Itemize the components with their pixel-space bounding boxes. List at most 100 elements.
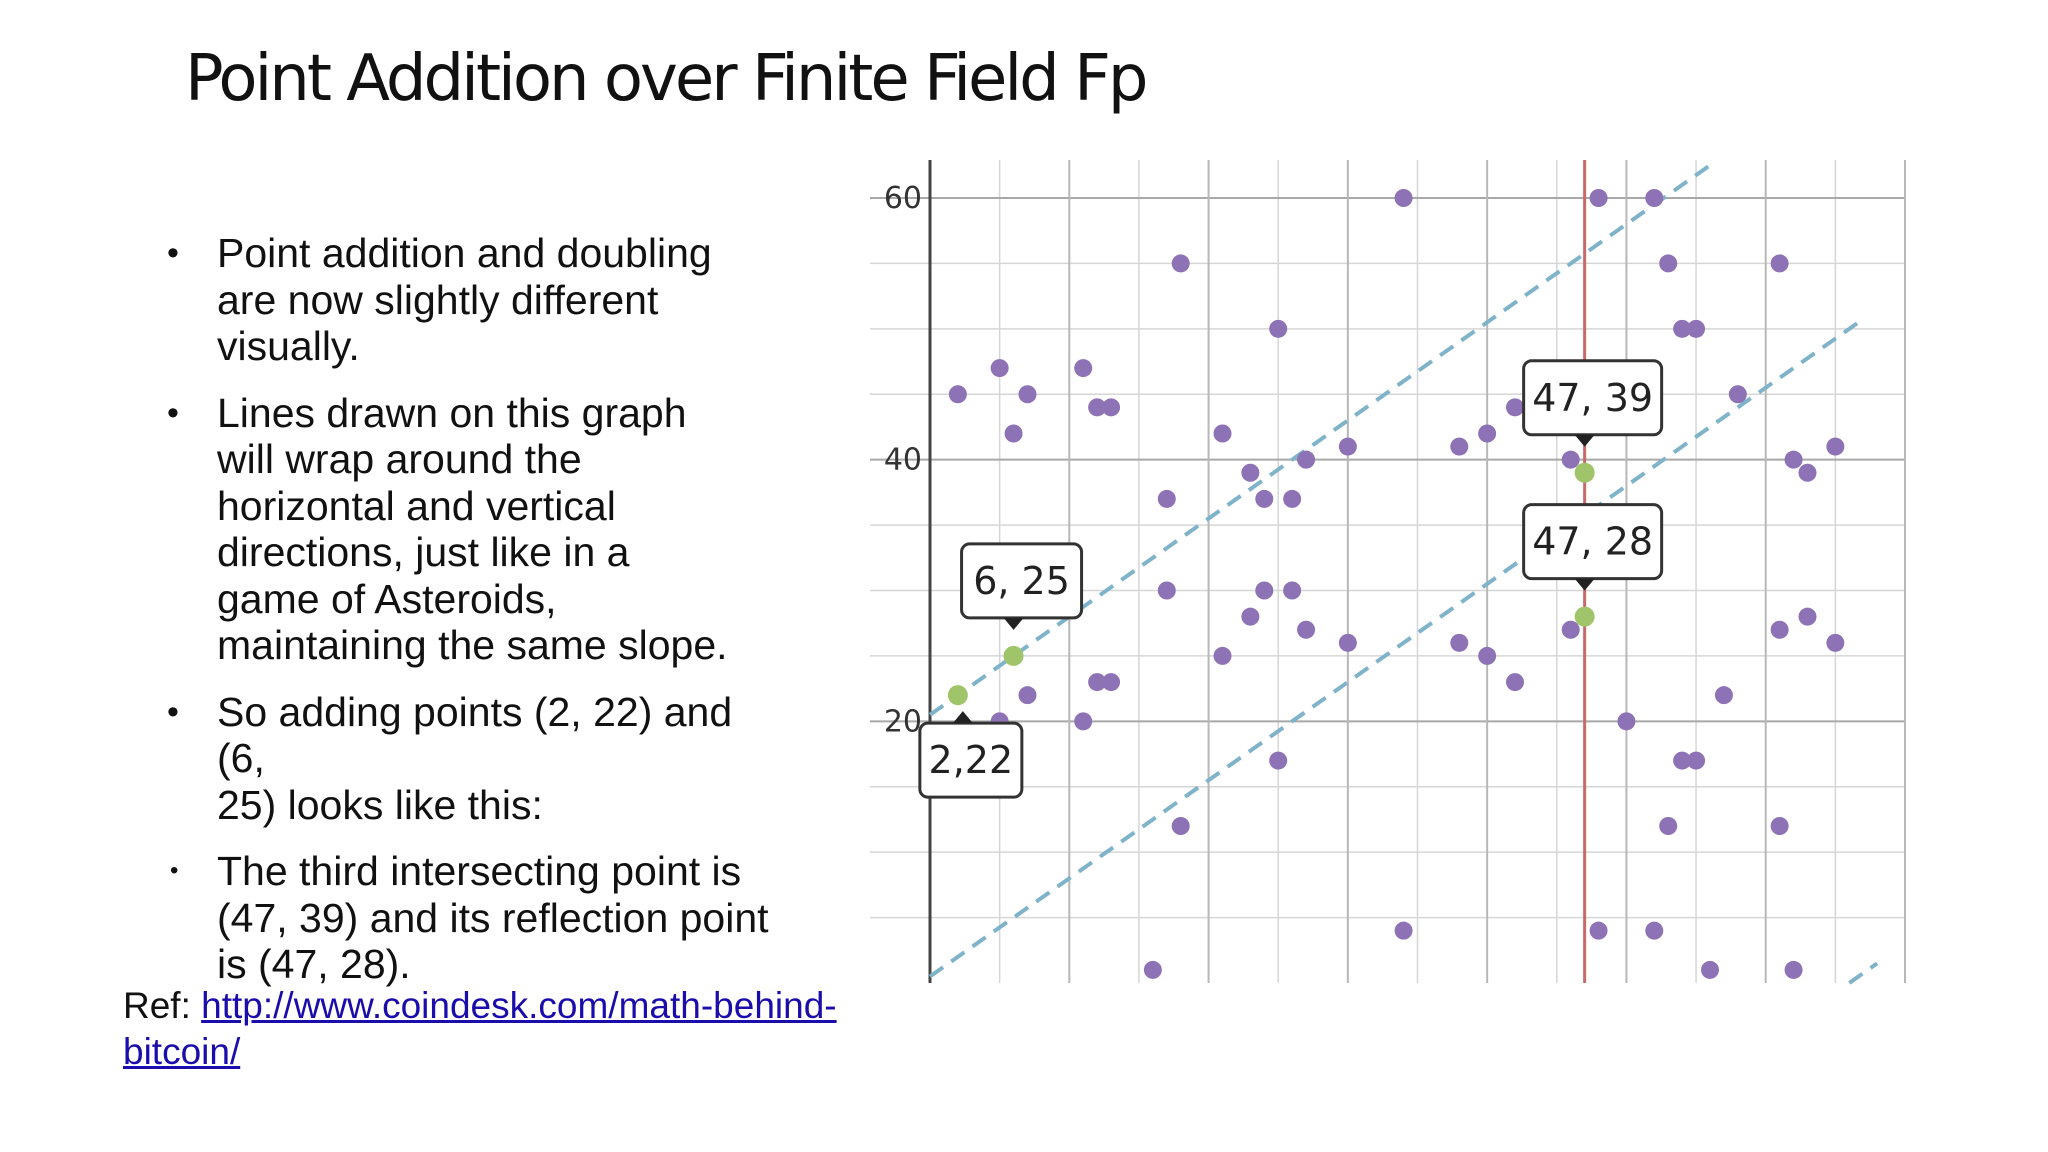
point-label-box [1522,503,1664,581]
data-point [1687,751,1706,770]
bullet-list: • Point addition and doubling are now sl… [162,230,802,1008]
point-label-text: 47, 39 [1532,376,1653,420]
data-point [1659,254,1678,273]
data-point [1645,189,1664,207]
data-point [1506,398,1524,417]
data-point [1394,921,1413,940]
dashed-line [1848,961,1879,985]
bullet-dot-icon: • [167,692,179,731]
bullet-item: • So adding points (2, 22) and (6, 25) l… [162,689,802,829]
data-point [1687,319,1706,338]
data-point [1283,489,1302,508]
y-tick-label: 60 [884,181,922,216]
data-point [1784,960,1803,979]
data-point [1394,189,1413,207]
data-point [1589,921,1608,940]
bullet-dot-icon: • [170,857,179,884]
point-label-text: 47, 28 [1532,520,1653,564]
data-point [1157,489,1176,508]
data-point [1338,437,1357,456]
data-point [1269,751,1288,770]
point-label-callout: 2,22 [918,711,1024,799]
data-point [1004,424,1023,443]
data-point [1088,398,1107,417]
data-point [1784,450,1803,469]
bullet-item: • Lines drawn on this graph will wrap ar… [162,390,802,669]
y-tick-label: 40 [884,443,922,478]
data-point [1157,581,1176,600]
data-point [1701,960,1719,979]
data-point [1714,686,1733,705]
data-point [1561,620,1580,639]
data-point [990,359,1009,378]
data-point [1561,450,1580,469]
bullet-dot-icon: • [167,393,179,432]
data-point [1143,960,1162,979]
data-point [1338,633,1357,652]
point-label-pointer [952,711,973,724]
data-point [1018,385,1037,404]
data-point [1728,385,1747,404]
point-label-callout: 6, 25 [960,542,1084,630]
highlighted-point [1574,462,1595,483]
point-label-callout: 47, 39 [1522,359,1664,447]
point-label-text: 6, 25 [973,559,1070,603]
highlighted-point [1003,645,1024,666]
bullet-text: Point addition and doubling are now slig… [217,230,712,369]
reference-prefix: Ref: [123,985,202,1026]
data-point [1102,398,1121,417]
data-point [1826,437,1845,456]
scatter-chart: 20 40 60 2,22 6, 25 47, 39 47, 28 [870,160,1906,985]
y-tick-label: 20 [884,704,922,739]
data-point [1589,189,1608,207]
data-point [1645,921,1664,940]
data-point [1213,646,1232,665]
data-point [1450,437,1469,456]
data-point [1770,620,1789,639]
point-label-pointer [1574,434,1595,447]
data-point [1018,686,1037,705]
point-label-callout: 47, 28 [1522,503,1664,591]
bullet-dot-icon: • [167,234,179,272]
data-point [1770,817,1789,835]
point-label-box [960,542,1084,620]
data-point [1798,607,1817,626]
bullet-text: The third intersecting point is (47, 39)… [217,848,769,987]
data-point [948,385,967,404]
data-point [1102,673,1121,692]
data-point [1617,712,1636,731]
data-point [1283,581,1302,600]
data-point [1673,751,1692,770]
data-point [1241,607,1260,626]
data-point [1171,817,1190,835]
bullet-item: • The third intersecting point is (47, 3… [162,848,802,988]
data-point [1659,817,1678,835]
data-point [1450,633,1469,652]
data-point [1269,319,1288,338]
dashed-line [928,163,1712,717]
data-point [1255,489,1274,508]
data-point [1770,254,1789,273]
data-point [1074,359,1093,378]
data-point [1506,673,1524,692]
bullet-item: • Point addition and doubling are now sl… [162,230,802,370]
reference-link[interactable]: http://www.coindesk.com/math-behind-bitc… [123,985,837,1072]
data-point [1673,319,1692,338]
bullet-text: Lines drawn on this graph will wrap arou… [217,389,728,669]
point-label-pointer [1574,578,1595,591]
reference: Ref: http://www.coindesk.com/math-behind… [123,983,883,1075]
data-point [1798,463,1817,482]
data-point [1297,620,1316,639]
bullet-text: So adding points (2, 22) and (6, 25) loo… [217,688,733,828]
data-point [1297,450,1316,469]
data-point [1074,712,1093,731]
data-point [1241,463,1260,482]
point-label-pointer [1003,617,1024,630]
highlighted-point [947,685,968,706]
point-label-text: 2,22 [929,738,1014,782]
data-point [1826,633,1845,652]
data-point [1171,254,1190,273]
highlighted-point [1574,606,1595,627]
data-point [1213,424,1232,443]
data-point [1255,581,1274,600]
